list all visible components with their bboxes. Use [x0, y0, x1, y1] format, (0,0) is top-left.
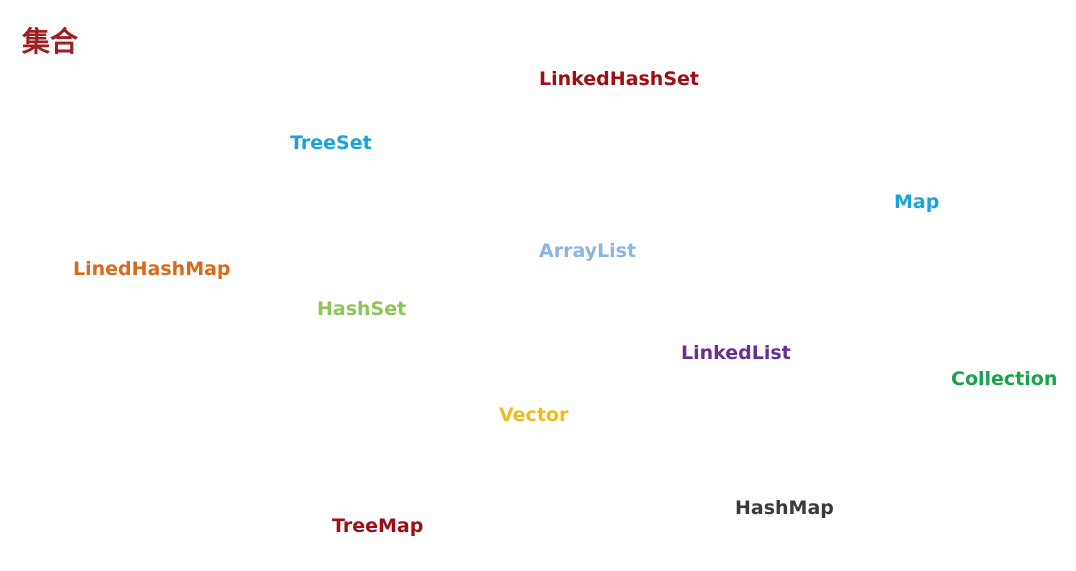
term-linkedhashset: LinkedHashSet: [539, 68, 699, 90]
term-linedhashmap: LinedHashMap: [73, 258, 231, 280]
term-treeset: TreeSet: [290, 132, 372, 154]
term-arraylist: ArrayList: [539, 240, 637, 262]
term-collection: Collection: [951, 368, 1058, 390]
term-hashset: HashSet: [317, 298, 407, 320]
term-map: Map: [894, 191, 940, 213]
page-title: 集合: [22, 25, 79, 58]
term-vector: Vector: [499, 404, 569, 426]
term-hashmap: HashMap: [735, 497, 834, 519]
term-linkedlist: LinkedList: [681, 342, 791, 364]
term-treemap: TreeMap: [332, 515, 424, 537]
